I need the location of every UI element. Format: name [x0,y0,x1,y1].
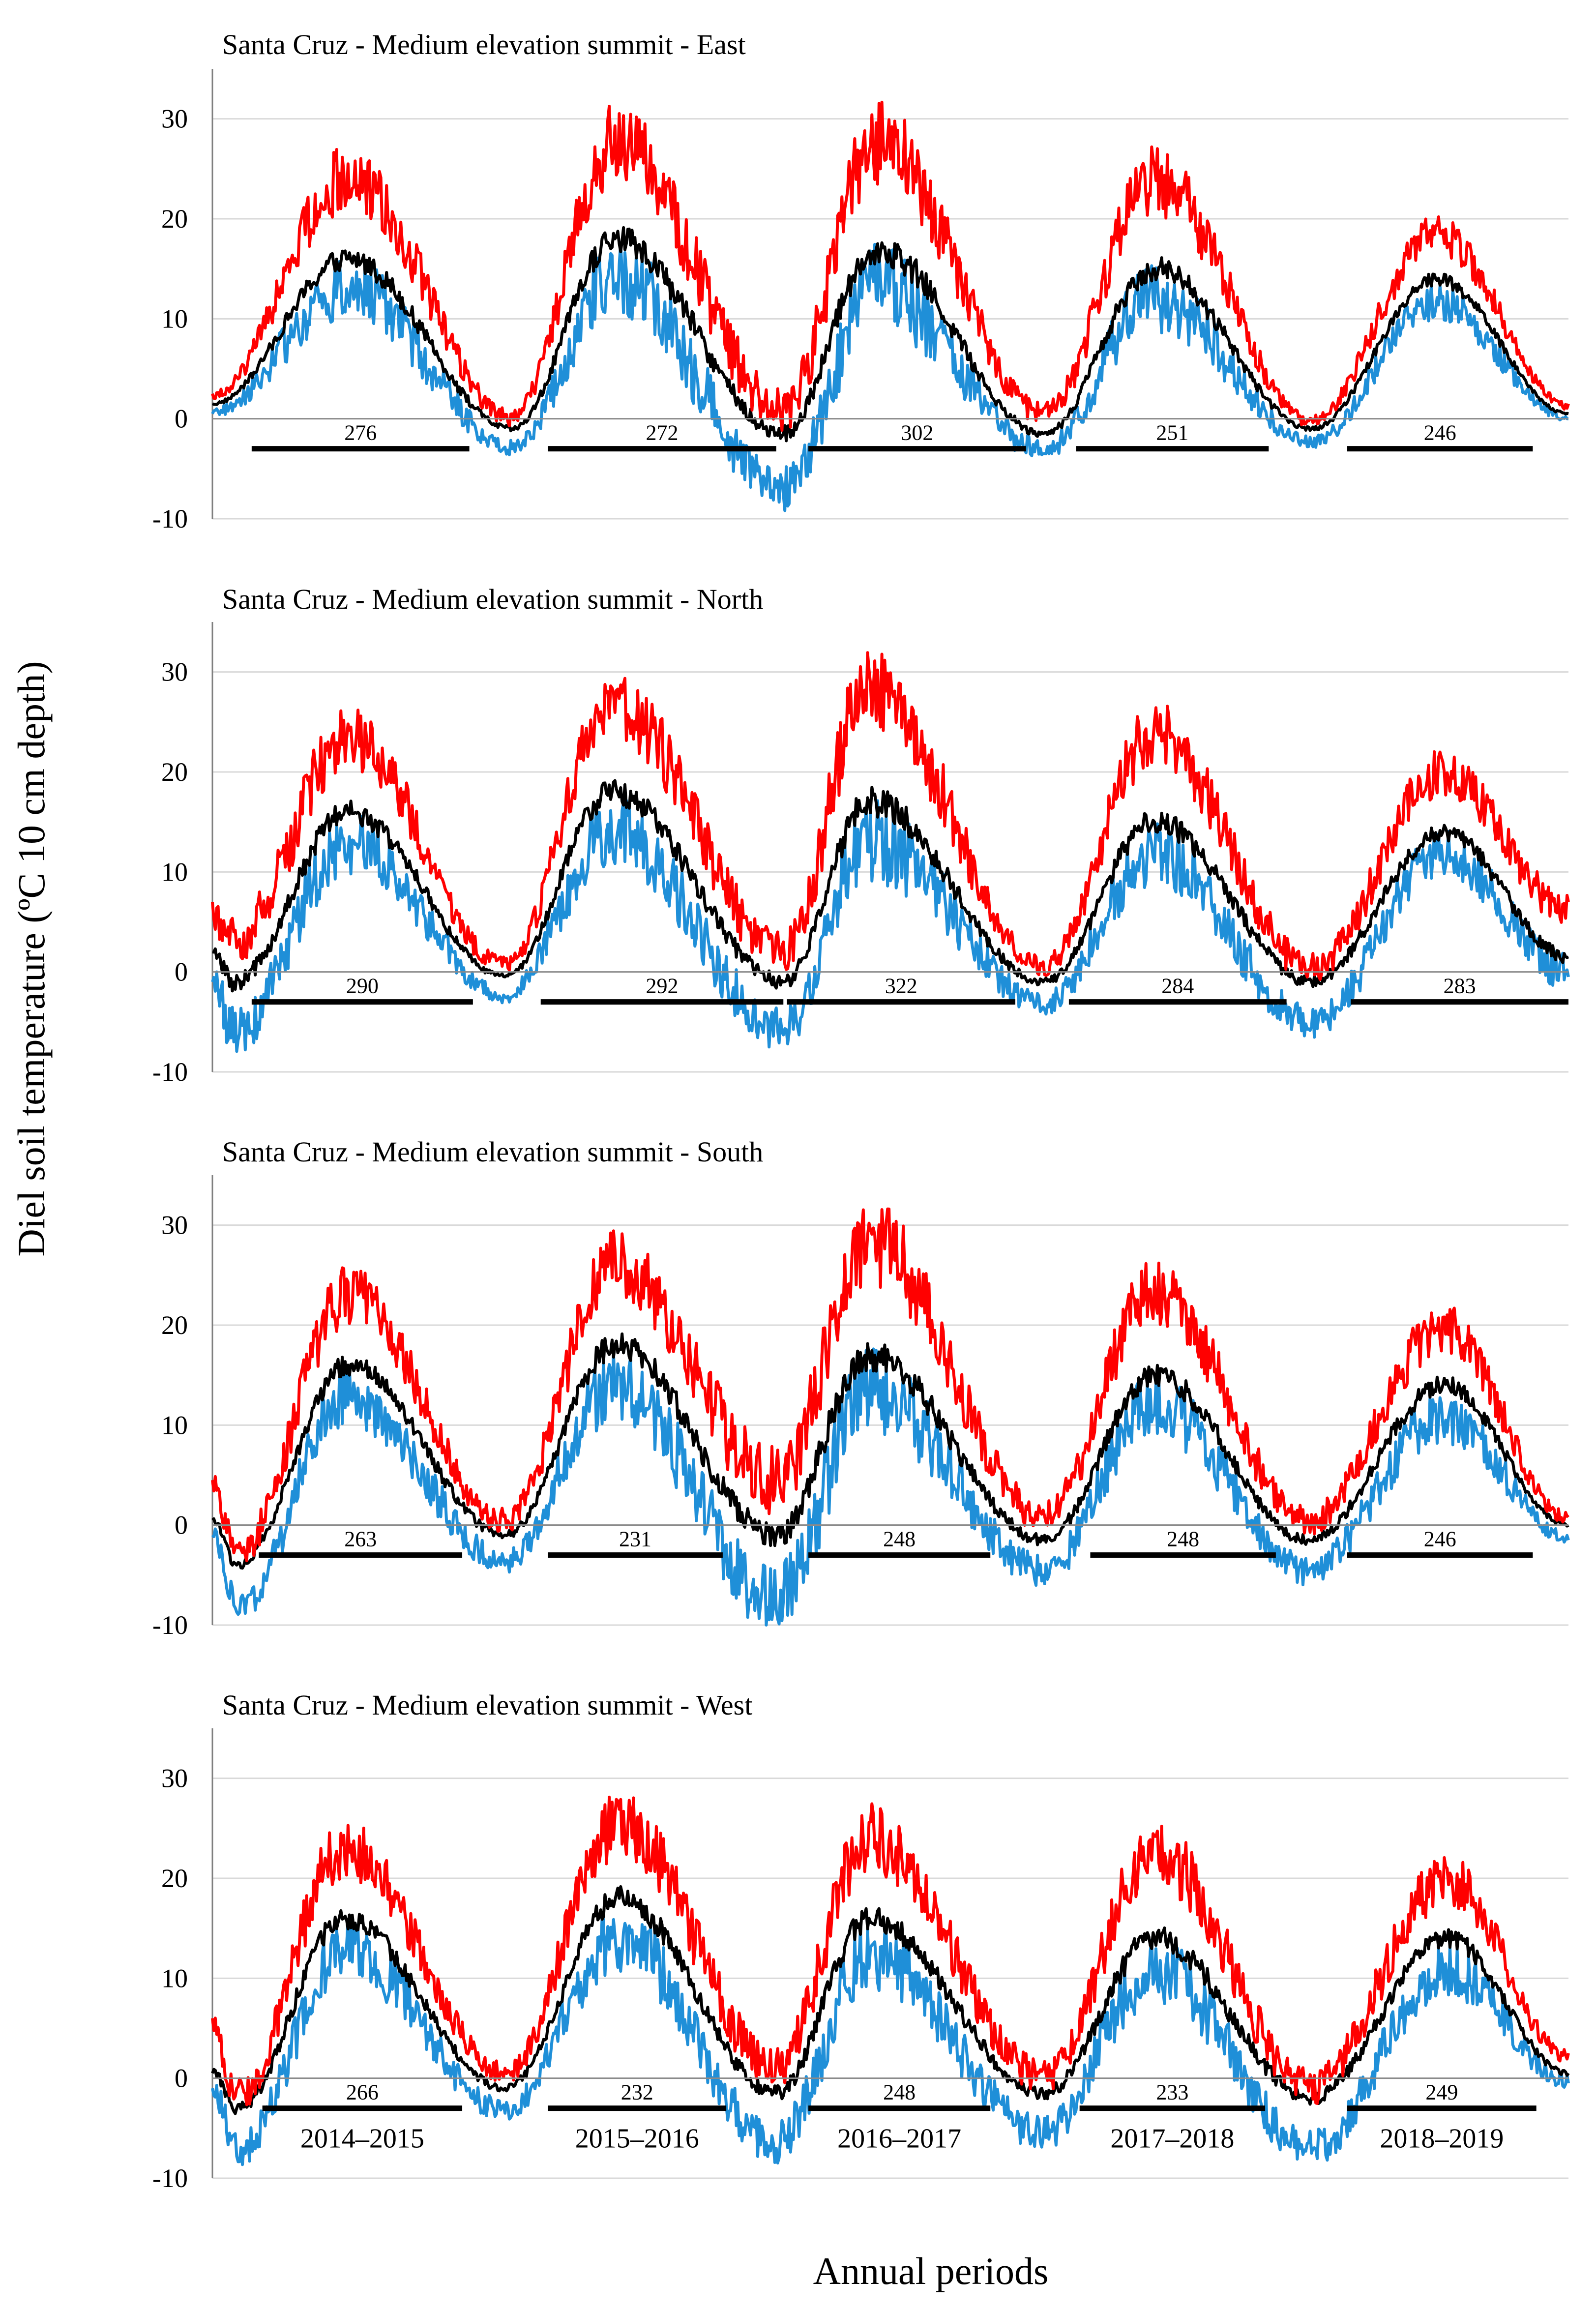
y-tick-label: 0 [175,404,188,434]
panel-title: Santa Cruz - Medium elevation summit - S… [222,1136,763,1168]
period-days-label: 302 [901,421,933,445]
y-tick-label: 20 [161,1864,188,1893]
y-tick-label: 0 [175,1511,188,1540]
y-tick-label: 0 [175,957,188,987]
y-tick-label: 10 [161,1410,188,1440]
y-tick-label: 10 [161,1963,188,1993]
period-days-label: 249 [1425,2080,1458,2104]
y-tick-label: 30 [161,657,188,687]
series-mean-line [212,779,1569,993]
period-days-label: 246 [1424,421,1456,445]
y-tick-label: 30 [161,1764,188,1793]
panels: Santa Cruz - Medium elevation summit - E… [152,29,1570,2193]
y-tick-label: -10 [152,504,188,533]
series-mean-line [211,1332,1569,1570]
series-max-line [211,100,1570,432]
panel-title: Santa Cruz - Medium elevation summit - W… [222,1689,752,1721]
period-days-label: 232 [621,2080,653,2104]
series-mean-line [211,1885,1570,2115]
y-tick-label: -10 [152,2163,188,2193]
series-max-line [211,651,1570,981]
period-days-label: 246 [1424,1527,1456,1551]
period-days-label: 283 [1444,974,1476,998]
y-tick-label: 30 [161,1211,188,1240]
panel-3: Santa Cruz - Medium elevation summit - S… [152,1136,1570,1640]
period-label: 2014–2015 [300,2124,424,2154]
y-tick-label: 20 [161,757,188,787]
series-max-line [211,1207,1570,1563]
period-days-label: 263 [344,1527,377,1551]
period-label: 2017–2018 [1110,2124,1234,2154]
panel-title: Santa Cruz - Medium elevation summit - N… [222,583,763,615]
y-tick-label: -10 [152,1610,188,1640]
y-tick-label: 30 [161,104,188,134]
period-days-label: 266 [346,2080,379,2104]
y-tick-label: 10 [161,857,188,887]
period-days-label: 292 [646,974,678,998]
period-days-label: 290 [346,974,379,998]
period-days-label: 272 [646,421,678,445]
period-label: 2015–2016 [575,2124,699,2154]
period-days-label: 231 [619,1527,651,1551]
series-min-line [211,1917,1570,2166]
period-label: 2016–2017 [837,2124,961,2154]
period-days-label: 233 [1156,2080,1188,2104]
y-axis-title: Diel soil temperature (ºC 10 cm depth) [10,661,53,1256]
series-mean-line [212,226,1569,443]
period-days-label: 284 [1161,974,1194,998]
y-tick-label: -10 [152,1057,188,1087]
period-days-label: 248 [883,1527,916,1551]
y-tick-label: 0 [175,2064,188,2093]
period-days-label: 248 [883,2080,916,2104]
series-max-line [211,1795,1570,2106]
y-tick-label: 20 [161,204,188,234]
period-days-label: 322 [885,974,917,998]
panel-2: Santa Cruz - Medium elevation summit - N… [152,583,1570,1087]
panel-4: Santa Cruz - Medium elevation summit - W… [152,1689,1570,2193]
x-axis-title: Annual periods [813,2250,1049,2292]
y-tick-label: 10 [161,304,188,333]
period-days-label: 251 [1156,421,1188,445]
series-min-line [211,799,1570,1053]
period-days-label: 276 [344,421,377,445]
period-label: 2018–2019 [1380,2124,1504,2154]
period-days-label: 248 [1167,1527,1199,1551]
series-min-line [211,1347,1570,1627]
series-min-line [211,241,1569,512]
y-tick-label: 20 [161,1310,188,1340]
panel-title: Santa Cruz - Medium elevation summit - E… [222,29,746,60]
panel-1: Santa Cruz - Medium elevation summit - E… [152,29,1570,533]
